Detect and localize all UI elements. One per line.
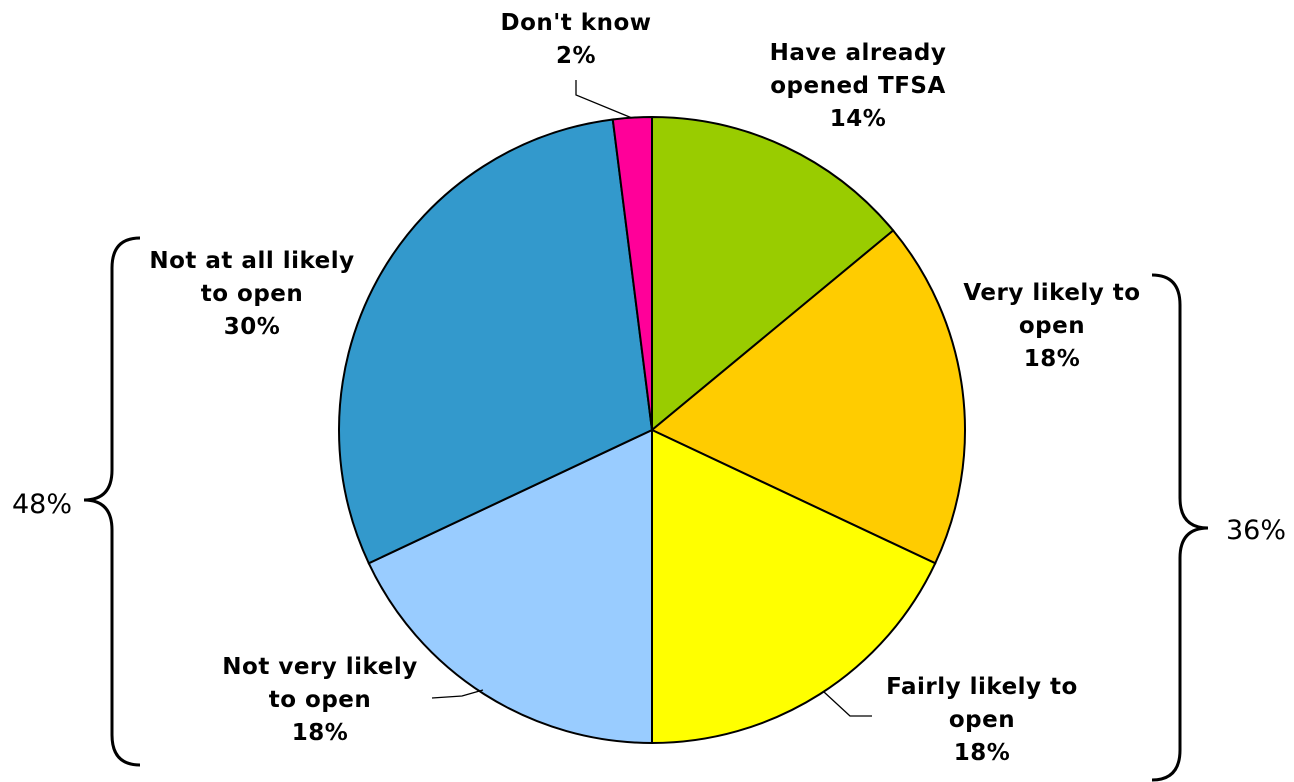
pie-slice xyxy=(611,115,653,431)
pie-slice xyxy=(650,229,966,565)
slice-labels: Have already opened TFSA 14% Very likely to… xyxy=(149,10,1140,766)
pie-slice xyxy=(651,428,937,745)
pie-slices xyxy=(338,115,966,745)
pie-slice xyxy=(367,428,653,745)
leader-line-fairly-likely xyxy=(823,691,872,717)
slice-label: Fairly likely to open 18% xyxy=(886,674,1078,766)
brace-left xyxy=(83,236,141,767)
leader-line-not-very-likely xyxy=(431,689,484,699)
brace-right xyxy=(1151,273,1209,782)
slice-label: Have already opened TFSA 14% xyxy=(770,40,947,132)
slice-label: Not at all likely to open 30% xyxy=(149,248,354,340)
slice-label: Very likely to open 18% xyxy=(963,280,1140,372)
group-label-left: 48% xyxy=(12,489,72,520)
group-braces: 36% 48% xyxy=(12,236,1286,782)
slice-label: Not very likely to open 18% xyxy=(222,654,417,746)
leader-lines xyxy=(431,80,872,717)
slice-label: Don't know 2% xyxy=(500,10,651,69)
pie-slice xyxy=(338,118,654,565)
group-label-right: 36% xyxy=(1226,515,1286,546)
leader-line-dont-know xyxy=(575,80,633,119)
pie-slice xyxy=(651,115,895,433)
